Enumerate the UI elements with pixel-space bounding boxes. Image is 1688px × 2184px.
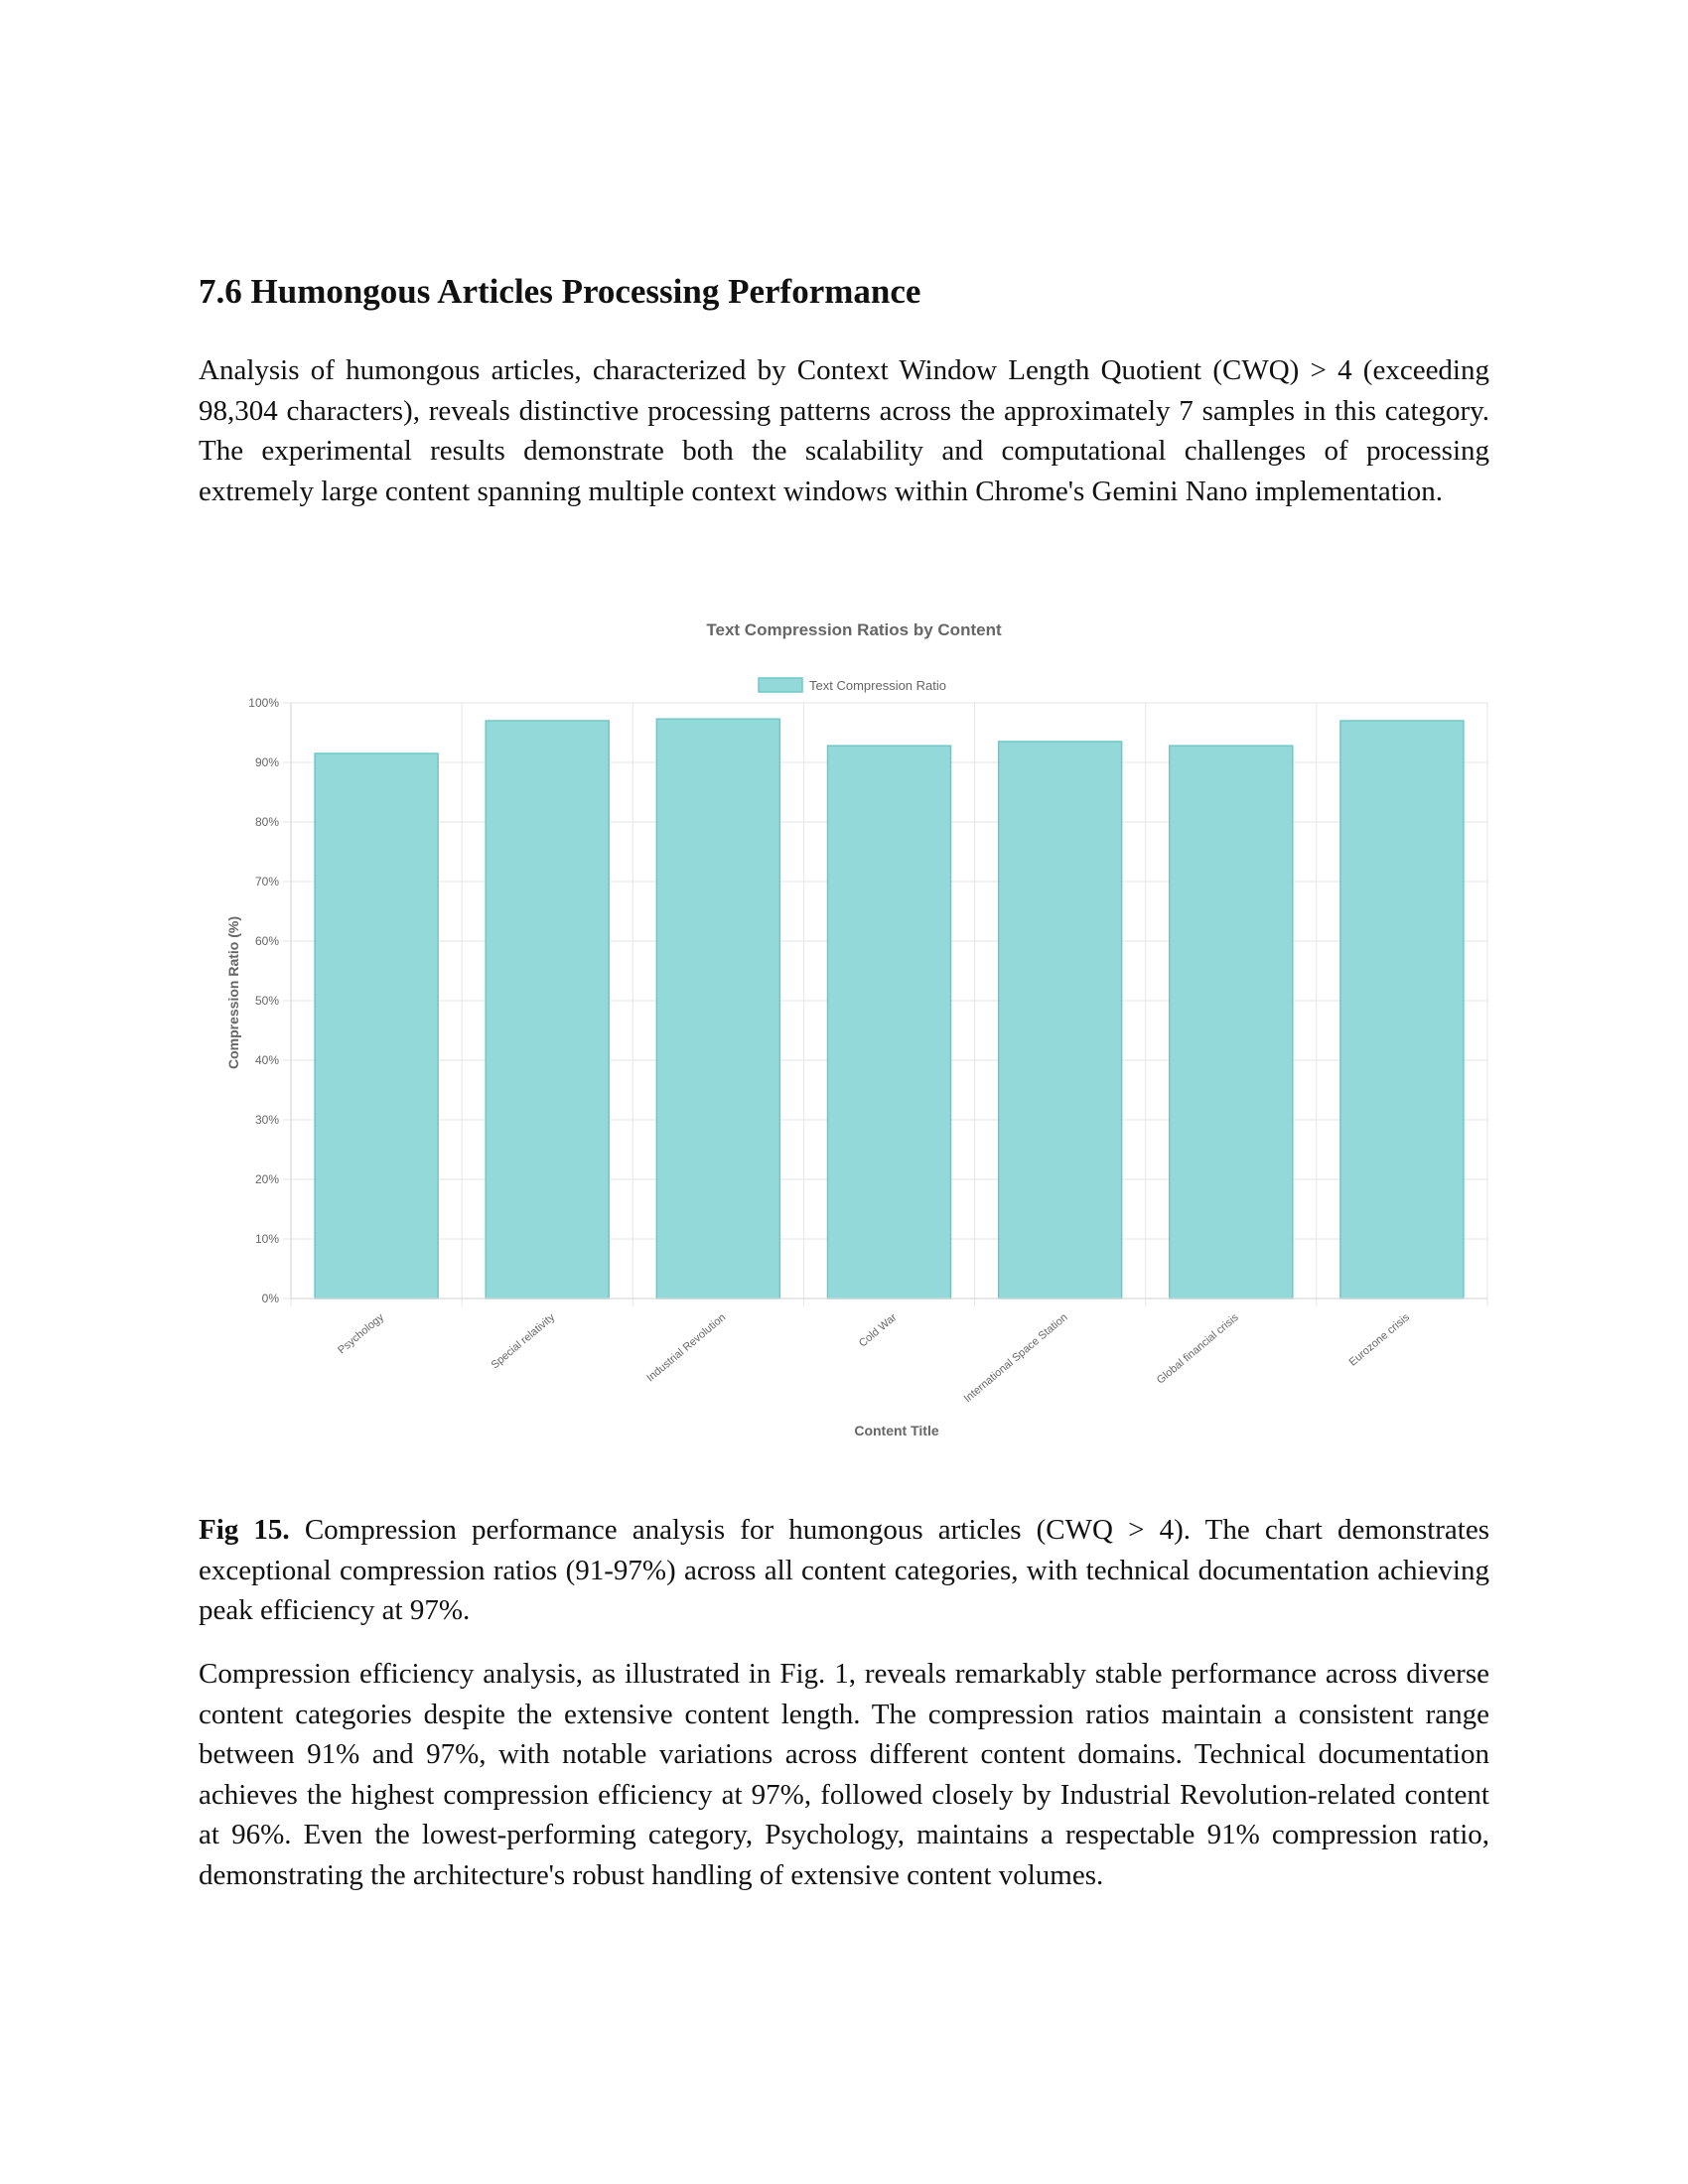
legend-swatch	[758, 677, 803, 693]
figure-caption: Fig 15. Compression performance analysis…	[199, 1510, 1489, 1631]
legend-label: Text Compression Ratio	[809, 678, 946, 693]
chart-bars	[314, 718, 1465, 1299]
bar	[485, 720, 610, 1299]
section-title: 7.6 Humongous Articles Processing Perfor…	[199, 272, 921, 311]
x-tick-label: Global financial crisis	[1155, 1311, 1241, 1387]
y-tick-label: 10%	[255, 1232, 279, 1246]
y-tick-label: 20%	[255, 1172, 279, 1186]
bar-chart: 0% 10% 20% 30% 40% 50% 60% 70% 80% 90% 100% Psychol…	[225, 620, 1488, 1438]
bar	[655, 718, 781, 1299]
analysis-paragraph: Compression efficiency analysis, as illu…	[199, 1658, 1489, 1891]
y-axis-label: Compression Ratio (%)	[225, 916, 241, 1069]
x-tick-label: Industrial Revolution	[644, 1311, 728, 1384]
chart-title: Text Compression Ratios by Content	[706, 620, 1002, 639]
y-tick-label: 90%	[255, 755, 279, 769]
figure-chart: 0% 10% 20% 30% 40% 50% 60% 70% 80% 90% 100% Psychol…	[199, 615, 1509, 1449]
bar	[826, 745, 952, 1299]
y-tick-label: 0%	[262, 1292, 280, 1305]
figure-label: Fig 15.	[199, 1514, 290, 1546]
y-tick-label: 30%	[255, 1113, 279, 1127]
y-tick-label: 50%	[255, 994, 279, 1008]
x-tick-label: Cold War	[857, 1311, 900, 1350]
y-tick-label: 80%	[255, 815, 279, 829]
figure-caption-text: Compression performance analysis for hum…	[199, 1514, 1490, 1626]
y-tick-label: 40%	[255, 1053, 279, 1067]
x-axis-label: Content Title	[854, 1423, 939, 1438]
bar	[314, 752, 439, 1299]
y-tick-label: 100%	[248, 696, 279, 710]
bar	[997, 741, 1123, 1299]
x-tick-label: Psychology	[336, 1311, 386, 1357]
x-tick-label: International Space Station	[962, 1311, 1070, 1405]
bar	[1169, 745, 1294, 1299]
y-tick-label: 60%	[255, 934, 279, 948]
x-tick-label: Special relativity	[490, 1311, 558, 1372]
bar	[1339, 720, 1465, 1299]
y-tick-label: 70%	[255, 875, 279, 888]
x-tick-label: Eurozone crisis	[1347, 1311, 1413, 1369]
intro-paragraph: Analysis of humongous articles, characte…	[199, 354, 1489, 507]
